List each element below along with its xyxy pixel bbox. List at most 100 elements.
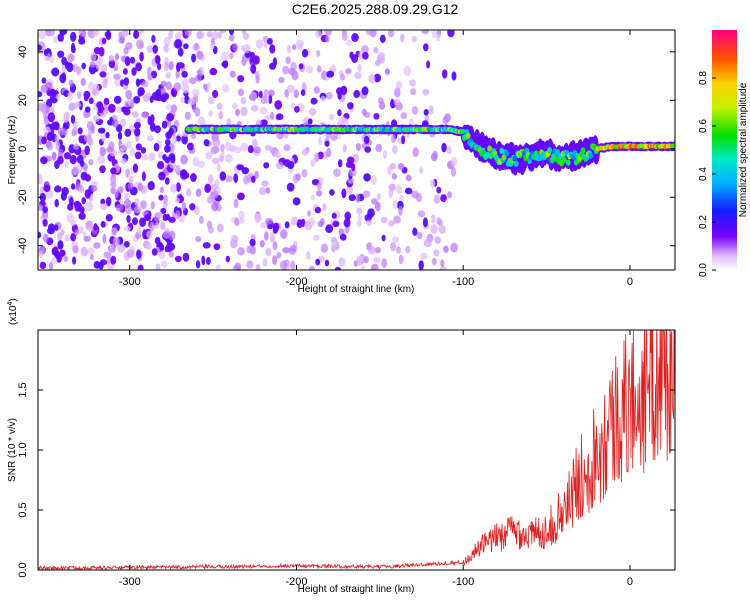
ridge-core (512, 155, 518, 162)
noise-dot (295, 173, 301, 182)
noise-dot (157, 211, 163, 219)
noise-dot (163, 194, 168, 205)
noise-dot (54, 185, 62, 193)
noise-dot (242, 32, 250, 40)
noise-dot (160, 80, 167, 88)
noise-dot (447, 30, 455, 38)
noise-dot (363, 135, 370, 144)
noise-dot (140, 147, 147, 154)
noise-dot (130, 56, 135, 64)
spectrogram-noise (38, 30, 458, 270)
noise-dot (57, 240, 64, 250)
noise-dot (147, 74, 153, 81)
noise-dot (307, 210, 311, 217)
noise-dot (177, 47, 184, 57)
noise-dot (364, 146, 372, 153)
noise-dot (243, 175, 249, 185)
noise-dot (268, 94, 273, 104)
noise-dot (379, 34, 386, 43)
noise-dot (255, 39, 264, 49)
noise-dot (270, 111, 275, 121)
noise-dot (175, 197, 180, 204)
snr-panel: -300 -200 -100 0 0.0 0.5 1.0 1.5 Height of str… (7, 298, 676, 595)
noise-dot (405, 174, 412, 182)
noise-dot (442, 69, 448, 79)
noise-dot (168, 216, 176, 223)
noise-dot (388, 189, 394, 198)
noise-dot (103, 97, 110, 106)
noise-dot (337, 109, 342, 117)
noise-dot (41, 103, 47, 112)
noise-dot (403, 66, 412, 76)
noise-dot (190, 132, 197, 140)
noise-dot (395, 80, 403, 89)
noise-dot (362, 190, 371, 198)
noise-dot (377, 52, 386, 59)
noise-dot (289, 244, 298, 252)
noise-dot (313, 234, 320, 241)
noise-dot (146, 230, 153, 239)
noise-dot (208, 174, 214, 185)
noise-dot (190, 173, 197, 182)
noise-dot (78, 135, 85, 144)
noise-dot (163, 36, 172, 46)
noise-dot (294, 106, 300, 113)
noise-dot (313, 86, 320, 94)
noise-dot (175, 31, 182, 42)
noise-dot (274, 151, 282, 159)
noise-dot (290, 260, 296, 270)
noise-dot (207, 96, 215, 105)
noise-dot (346, 184, 353, 195)
noise-dot (439, 265, 447, 270)
noise-dot (88, 97, 94, 105)
noise-dot (181, 78, 189, 86)
noise-dot (279, 260, 288, 270)
noise-dot (206, 82, 211, 89)
noise-dot (373, 113, 380, 120)
noise-dot (394, 87, 401, 98)
noise-dot (103, 251, 112, 258)
noise-dot (148, 152, 156, 162)
noise-dot (260, 221, 268, 229)
noise-dot (324, 140, 330, 147)
noise-dot (39, 186, 44, 195)
noise-dot (438, 224, 446, 234)
noise-dot (404, 187, 413, 195)
noise-dot (255, 75, 260, 84)
ridge-core (580, 147, 586, 154)
noise-dot (420, 252, 428, 260)
top-y-label: Frequency (Hz) (7, 116, 18, 185)
noise-dot (80, 246, 88, 257)
noise-dot (162, 154, 168, 161)
noise-dot (411, 106, 419, 115)
ridge-core (555, 149, 560, 156)
noise-dot (343, 218, 351, 228)
noise-dot (390, 98, 395, 109)
snr-line (38, 330, 675, 570)
noise-dot (120, 142, 128, 152)
noise-dot (90, 52, 97, 62)
noise-dot (259, 240, 265, 248)
noise-dot (182, 83, 190, 94)
noise-dot (356, 207, 363, 215)
noise-dot (161, 120, 168, 129)
noise-dot (130, 99, 135, 109)
noise-dot (451, 71, 457, 81)
noise-dot (348, 168, 357, 177)
noise-dot (124, 198, 131, 209)
noise-dot (106, 146, 114, 153)
noise-dot (210, 146, 218, 155)
cb-tick-label: 0.0 (698, 263, 709, 277)
noise-dot (166, 113, 175, 122)
noise-dot (115, 204, 124, 212)
noise-dot (78, 37, 86, 45)
noise-dot (56, 93, 61, 100)
noise-dot (123, 225, 131, 232)
noise-dot (170, 183, 178, 193)
ridge-core (487, 145, 492, 152)
noise-dot (124, 128, 132, 137)
noise-dot (254, 170, 259, 179)
noise-dot (320, 95, 326, 103)
spectrogram-ridge (184, 124, 675, 176)
